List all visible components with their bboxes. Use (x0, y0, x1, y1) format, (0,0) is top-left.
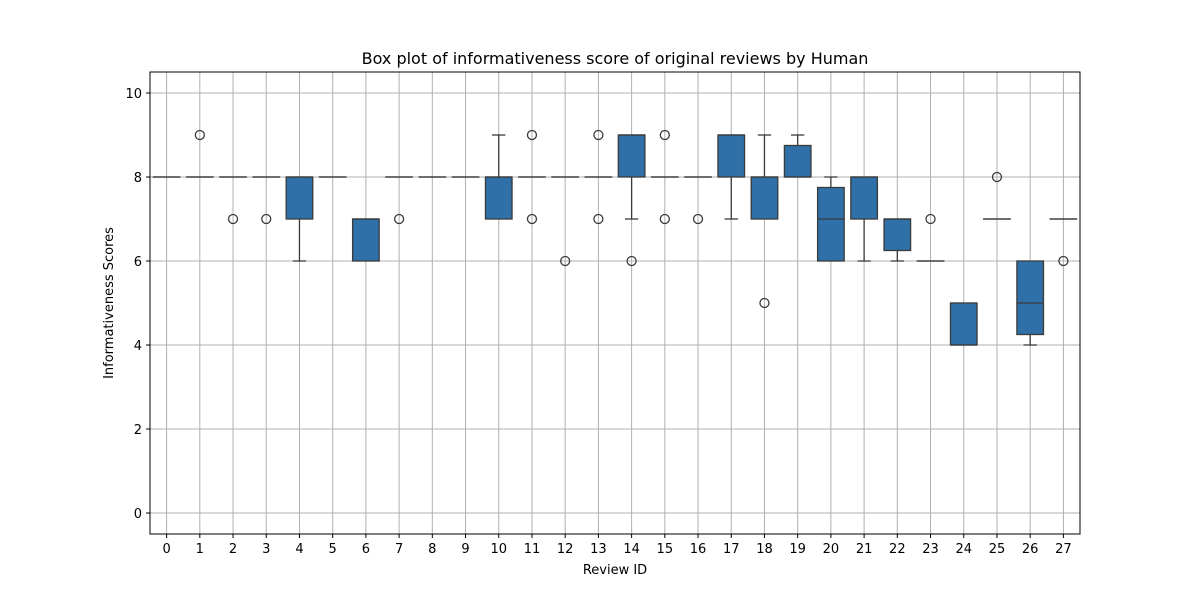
box-15 (650, 129, 679, 225)
box-body (717, 134, 746, 178)
plot-frame (149, 71, 1081, 535)
outlier-point (659, 213, 670, 225)
outlier-point (227, 213, 239, 225)
box-body (1016, 260, 1045, 336)
box-27 (1049, 218, 1078, 267)
chart-title: Box plot of informativeness score of ori… (362, 49, 869, 68)
outlier-point (626, 255, 637, 267)
x-tick-label: 16 (690, 542, 707, 557)
box-body (351, 218, 380, 262)
box-body (883, 218, 912, 252)
box-23 (916, 213, 945, 262)
outlier-point (526, 129, 538, 141)
x-tick-label: 24 (955, 542, 972, 557)
x-tick-label: 4 (295, 542, 303, 557)
y-tick-label: 4 (134, 339, 142, 354)
x-tick-label: 25 (989, 542, 1006, 557)
box-7 (385, 176, 414, 225)
box-21 (850, 176, 879, 262)
box-body (484, 176, 513, 220)
box-17 (717, 134, 746, 220)
y-tick-label: 0 (134, 507, 142, 522)
box-1 (185, 129, 214, 178)
outlier-point (261, 213, 272, 225)
x-tick-label: 19 (789, 542, 806, 557)
x-tick-label: 7 (395, 542, 403, 557)
x-tick-label: 1 (196, 542, 204, 557)
box-24 (949, 302, 978, 346)
x-axis-label: Review ID (583, 563, 647, 578)
box-body (783, 144, 812, 178)
grid-lines (150, 72, 1080, 534)
x-tick-label: 2 (229, 542, 237, 557)
box-2 (219, 176, 247, 225)
box-body (617, 134, 646, 178)
x-axis-ticks: 0 1 2 3 4 5 6 7 8 9 10 11 12 13 14 15 16 17 18 19 20 21 22 23 24… (162, 534, 1072, 557)
box-body (949, 302, 978, 346)
outlier-point (393, 213, 405, 225)
x-tick-label: 17 (723, 542, 740, 557)
y-axis-ticks: 0 2 4 6 8 10 (125, 87, 150, 522)
x-tick-label: 11 (524, 542, 541, 557)
box-body (816, 186, 845, 262)
box-3 (252, 176, 281, 225)
box-14 (617, 134, 646, 267)
x-tick-label: 21 (856, 542, 873, 557)
y-axis-label: Informativeness Scores (102, 227, 117, 379)
box-series (152, 129, 1078, 346)
x-tick-label: 0 (162, 542, 170, 557)
x-tick-label: 10 (490, 542, 507, 557)
x-tick-label: 15 (657, 542, 674, 557)
x-tick-label: 13 (590, 542, 607, 557)
outlier-point (526, 213, 538, 225)
box-25 (983, 171, 1011, 220)
x-tick-label: 27 (1055, 542, 1072, 557)
y-tick-label: 6 (134, 255, 142, 270)
x-tick-label: 5 (329, 542, 337, 557)
y-tick-label: 8 (134, 171, 142, 186)
x-tick-label: 3 (262, 542, 270, 557)
x-tick-label: 6 (362, 542, 370, 557)
x-tick-label: 18 (756, 542, 773, 557)
box-19 (783, 134, 812, 178)
box-13 (584, 129, 613, 225)
outlier-point (593, 129, 604, 141)
box-body (285, 176, 314, 220)
box-body (850, 176, 879, 220)
outlier-point (560, 255, 571, 267)
box-4 (285, 176, 314, 262)
box-11 (518, 129, 546, 225)
outlier-point (925, 213, 936, 225)
outlier-point (659, 129, 670, 141)
x-tick-label: 20 (823, 542, 840, 557)
x-tick-label: 8 (428, 542, 436, 557)
outlier-point (194, 129, 205, 141)
x-tick-label: 12 (557, 542, 574, 557)
box-26 (1016, 260, 1045, 346)
x-tick-label: 9 (461, 542, 469, 557)
box-body (750, 176, 779, 220)
box-10 (484, 134, 513, 220)
box-18 (750, 134, 779, 309)
x-tick-label: 26 (1022, 542, 1039, 557)
outlier-point (692, 213, 704, 225)
box-16 (684, 176, 712, 225)
outlier-point (759, 297, 770, 309)
x-tick-label: 23 (922, 542, 939, 557)
y-tick-label: 10 (125, 87, 142, 102)
y-tick-label: 2 (134, 423, 142, 438)
box-20 (816, 176, 845, 262)
x-tick-label: 22 (889, 542, 906, 557)
box-12 (551, 176, 580, 267)
outlier-point (1058, 255, 1069, 267)
box-22 (883, 218, 912, 262)
outlier-point (593, 213, 604, 225)
box-6 (351, 218, 380, 262)
x-tick-label: 14 (623, 542, 640, 557)
outlier-point (991, 171, 1003, 183)
